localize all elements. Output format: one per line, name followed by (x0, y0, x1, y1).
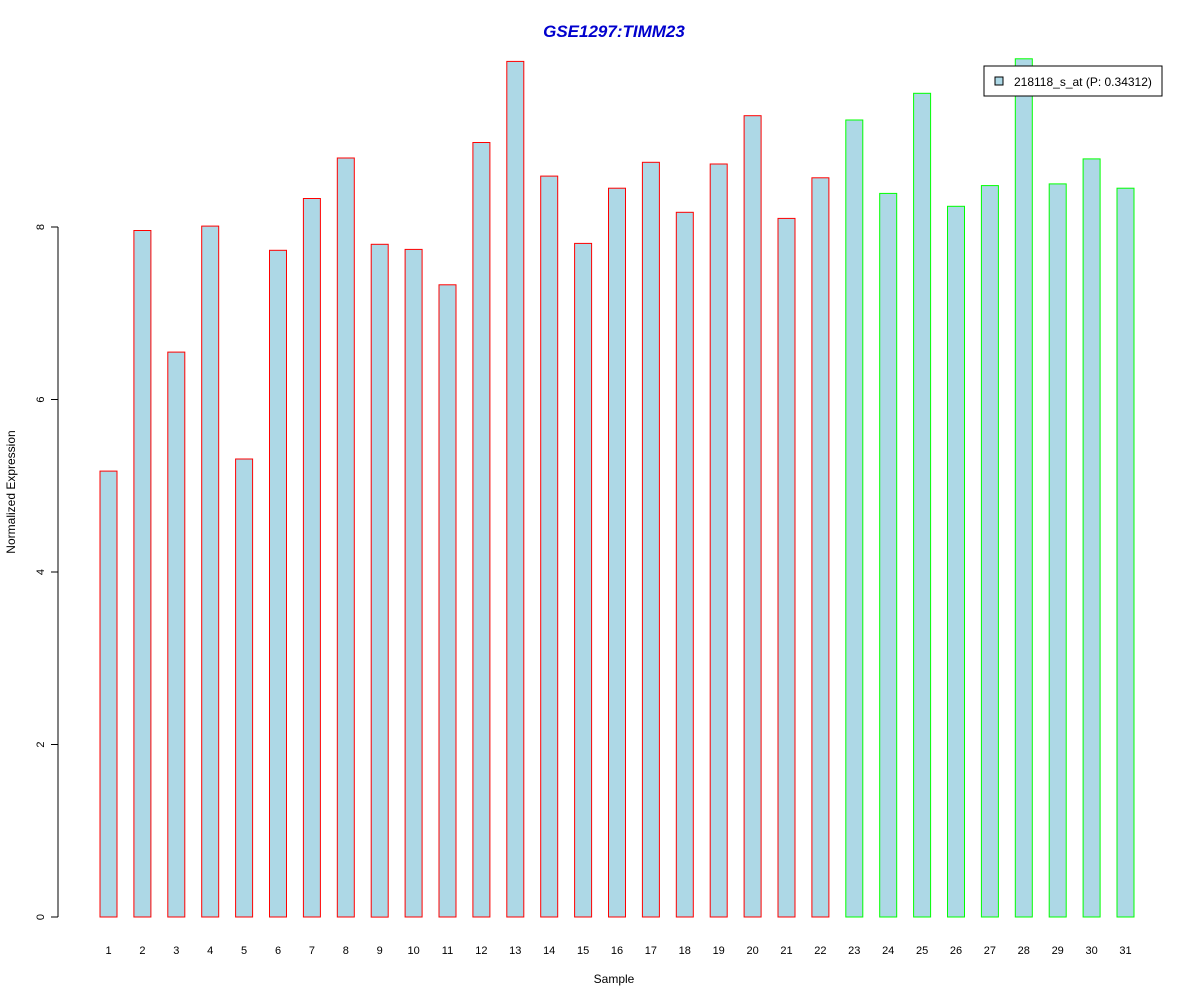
x-tick-label: 10 (407, 945, 419, 957)
x-axis-labels: 1 2 3 4 5 6 7 8 9 10 11 12 13 14 15 16 17 18 19 20 21 22 23 24 2… (105, 945, 1131, 957)
bar-sample-27 (980, 185, 999, 918)
x-tick-label: 18 (679, 945, 691, 957)
bar-sample-29 (1048, 183, 1067, 918)
x-tick-label: 28 (1018, 945, 1030, 957)
x-tick-label: 6 (275, 945, 281, 957)
x-tick-label: 14 (543, 945, 555, 957)
x-tick-label: 25 (916, 945, 928, 957)
x-tick-label: 5 (241, 945, 247, 957)
bar-sample-22 (811, 177, 830, 918)
x-tick-label: 1 (105, 945, 111, 957)
x-axis-title: Sample (594, 972, 635, 986)
x-tick-label: 23 (848, 945, 860, 957)
x-tick-label: 12 (475, 945, 487, 957)
bar-sample-2 (133, 230, 152, 918)
bar-sample-8 (336, 157, 355, 918)
x-tick-label: 21 (780, 945, 792, 957)
bar-sample-23 (845, 119, 864, 918)
x-tick-label: 17 (645, 945, 657, 957)
x-tick-label: 8 (343, 945, 349, 957)
bar-sample-13 (506, 60, 525, 918)
x-tick-label: 15 (577, 945, 589, 957)
x-tick-label: 31 (1119, 945, 1131, 957)
x-tick-label: 13 (509, 945, 521, 957)
bar-sample-24 (879, 192, 898, 918)
legend-box (983, 65, 1163, 97)
y-tick-label: 4 (35, 569, 47, 575)
x-tick-label: 11 (442, 945, 453, 957)
x-tick-label: 22 (814, 945, 826, 957)
bar-sample-9 (370, 243, 389, 918)
x-tick-label: 30 (1085, 945, 1097, 957)
x-tick-label: 29 (1052, 945, 1064, 957)
x-tick-label: 9 (377, 945, 383, 957)
x-tick-label: 2 (139, 945, 145, 957)
x-tick-label: 27 (984, 945, 996, 957)
bar-sample-17 (641, 161, 660, 918)
bar-sample-5 (235, 458, 254, 918)
bar-sample-4 (201, 225, 220, 918)
x-tick-label: 20 (746, 945, 758, 957)
bar-sample-19 (709, 163, 728, 918)
bar-sample-20 (743, 115, 762, 918)
bars-group (99, 58, 1135, 918)
chart-title: GSE1297:TIMM23 (543, 22, 685, 41)
y-tick-label: 2 (35, 741, 47, 747)
bar-sample-6 (269, 249, 287, 918)
bar-sample-1 (99, 470, 118, 918)
bar-sample-3 (167, 351, 186, 918)
bar-sample-12 (472, 142, 491, 918)
legend-label: 218118_s_at (P: 0.34312) (1014, 75, 1152, 89)
bar-sample-14 (540, 175, 559, 918)
bar-sample-26 (947, 205, 965, 918)
bar-sample-10 (404, 248, 423, 918)
bar-sample-30 (1082, 158, 1101, 918)
bar-sample-18 (675, 211, 694, 918)
y-axis-title: Normalized Expression (4, 430, 18, 553)
bar-sample-11 (438, 284, 457, 918)
bar-sample-21 (777, 217, 796, 918)
x-tick-label: 4 (207, 945, 213, 957)
legend-swatch (994, 76, 1004, 86)
bar-sample-28 (1014, 58, 1033, 918)
x-tick-label: 19 (713, 945, 725, 957)
x-tick-label: 7 (309, 945, 315, 957)
bar-sample-16 (608, 187, 626, 918)
bar-sample-7 (302, 198, 321, 918)
y-tick-label: 6 (35, 396, 47, 402)
x-tick-label: 3 (173, 945, 179, 957)
bar-sample-25 (913, 92, 932, 918)
legend: 218118_s_at (P: 0.34312) (983, 65, 1163, 97)
y-axis: 0 2 4 6 8 (35, 224, 59, 920)
x-tick-label: 26 (950, 945, 962, 957)
x-tick-label: 24 (882, 945, 894, 957)
y-tick-label: 8 (35, 224, 47, 230)
bar-sample-15 (574, 242, 593, 918)
x-tick-label: 16 (611, 945, 623, 957)
y-tick-label: 0 (35, 914, 47, 920)
bar-sample-31 (1116, 187, 1135, 918)
